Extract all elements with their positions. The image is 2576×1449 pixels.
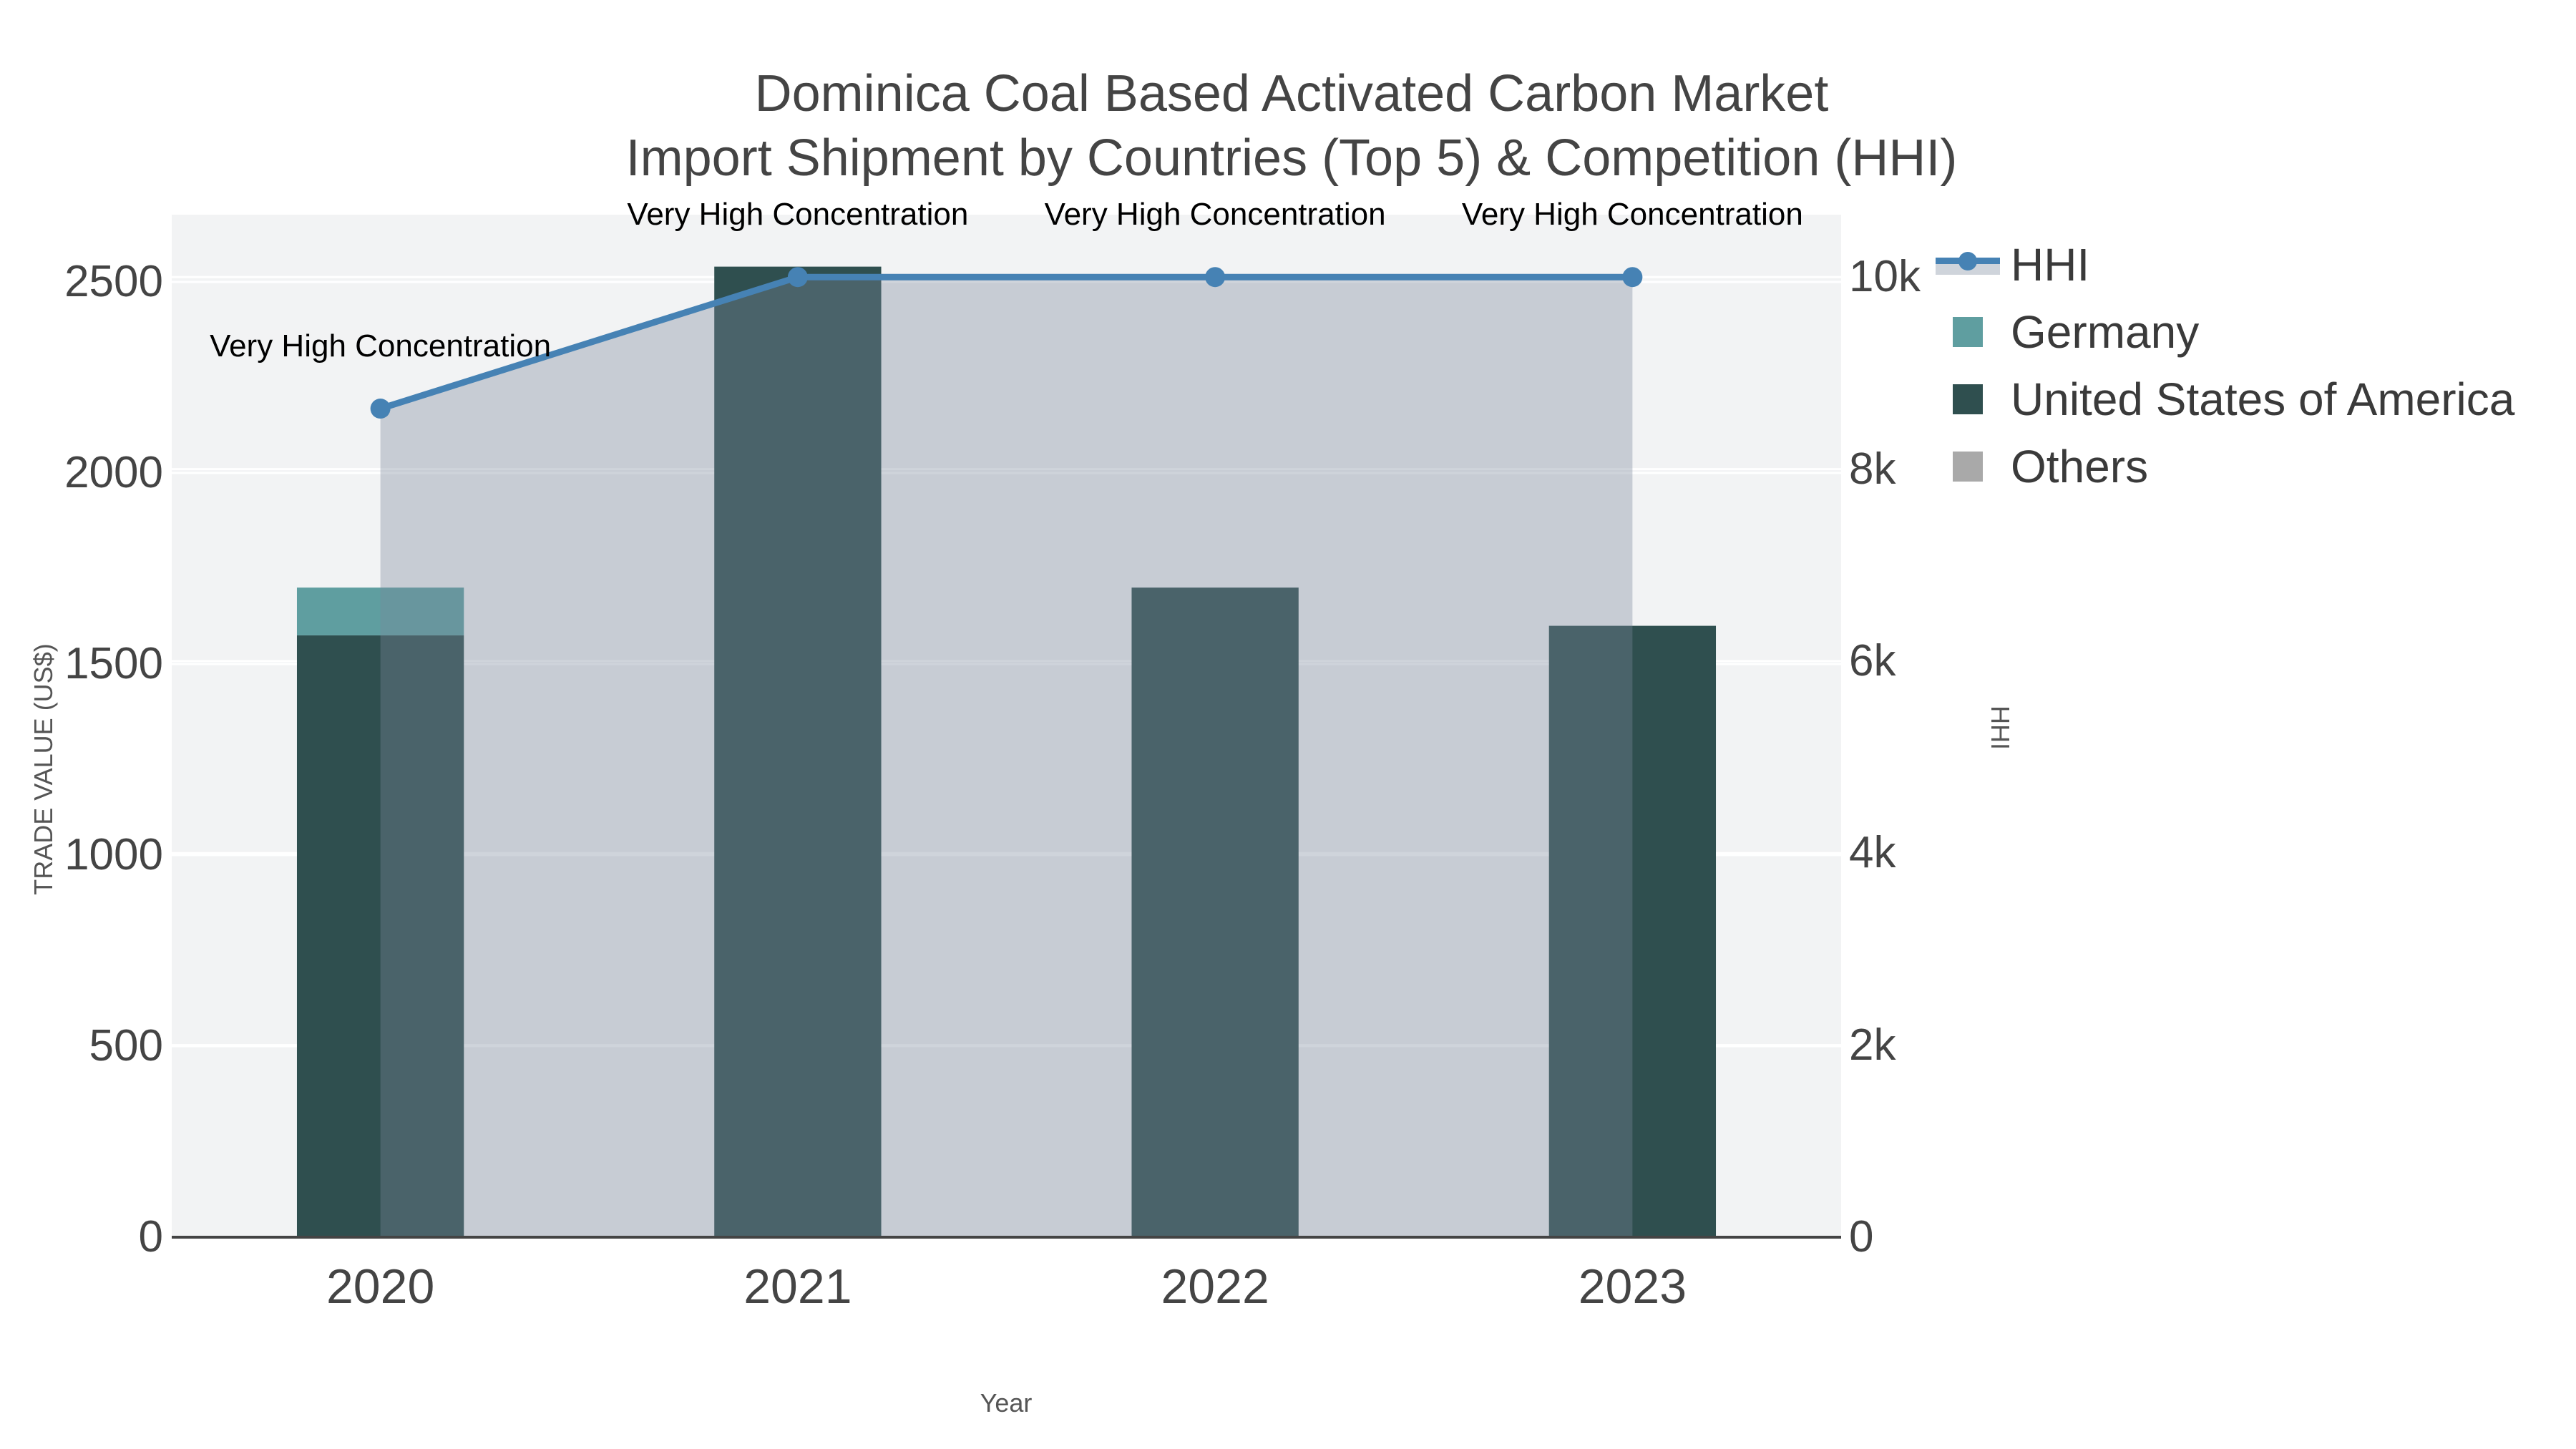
bar-2023-united-states-of-america[interactable]: [1548, 625, 1717, 1237]
y-right-tick-2k: 2k: [1849, 1020, 1896, 1070]
annotation-2023: Very High Concentration: [1461, 197, 1803, 233]
y-right-tick-0: 0: [1849, 1212, 1874, 1262]
hhi-area-fill: [380, 277, 1633, 1238]
bar-2022-united-states-of-america[interactable]: [1131, 587, 1299, 1237]
legend-label-germany[interactable]: Germany: [2011, 306, 2200, 358]
annotation-2020: Very High Concentration: [210, 328, 552, 364]
x-tick-2020: 2020: [326, 1259, 435, 1314]
y-left-tick-1000: 1000: [64, 829, 163, 879]
germany-color-swatch: [1953, 317, 1983, 347]
hhi-marker-2021[interactable]: [787, 267, 808, 288]
bar-2021-united-states-of-america[interactable]: [714, 266, 882, 1238]
x-tick-2021: 2021: [743, 1259, 852, 1314]
annotation-2021: Very High Concentration: [627, 197, 969, 233]
chart-title-line1: Dominica Coal Based Activated Carbon Mar…: [754, 65, 1829, 122]
x-axis-title: Year: [980, 1388, 1033, 1418]
y-right-tick-6k: 6k: [1849, 635, 1896, 686]
hhi-marker-icon: [1958, 252, 1977, 270]
y-right-tick-8k: 8k: [1849, 444, 1896, 494]
y-left-tick-1500: 1500: [64, 638, 163, 688]
legend-label-usa[interactable]: United States of America: [2011, 374, 2515, 425]
legend: HHI Germany United States of America Oth…: [1932, 231, 2514, 500]
y-right-tick-4k: 4k: [1849, 828, 1896, 878]
y-axis-right-title: HHI: [1986, 706, 2015, 750]
legend-label-hhi[interactable]: HHI: [2011, 239, 2090, 291]
legend-item-germany[interactable]: Germany: [1932, 298, 2514, 366]
hhi-marker-2023[interactable]: [1622, 267, 1643, 288]
y-left-tick-2500: 2500: [64, 256, 163, 306]
legend-item-usa[interactable]: United States of America: [1932, 366, 2514, 433]
y-right-tick-10k: 10k: [1849, 252, 1921, 302]
chart-title: Dominica Coal Based Activated Carbon Mar…: [626, 62, 1958, 190]
hhi-line: [379, 273, 1633, 412]
y-left-tick-500: 500: [89, 1020, 163, 1070]
bar-2020-united-states-of-america[interactable]: [296, 635, 464, 1237]
y-left-tick-0: 0: [138, 1212, 163, 1262]
others-color-swatch: [1953, 452, 1983, 482]
hhi-marker-2020[interactable]: [370, 399, 391, 419]
hhi-marker-2022[interactable]: [1205, 267, 1226, 288]
usa-color-swatch: [1953, 384, 1983, 414]
annotation-2022: Very High Concentration: [1044, 197, 1386, 233]
legend-label-others[interactable]: Others: [2011, 441, 2149, 492]
legend-item-others[interactable]: Others: [1932, 433, 2514, 500]
bar-2020-germany[interactable]: [296, 587, 464, 635]
x-tick-2022: 2022: [1161, 1259, 1269, 1314]
hhi-line-icon: [1932, 252, 2004, 275]
y-left-tick-2000: 2000: [64, 447, 163, 497]
chart-title-line2: Import Shipment by Countries (Top 5) & C…: [625, 130, 1958, 187]
x-tick-2023: 2023: [1578, 1259, 1687, 1314]
legend-item-hhi[interactable]: HHI: [1932, 231, 2514, 298]
